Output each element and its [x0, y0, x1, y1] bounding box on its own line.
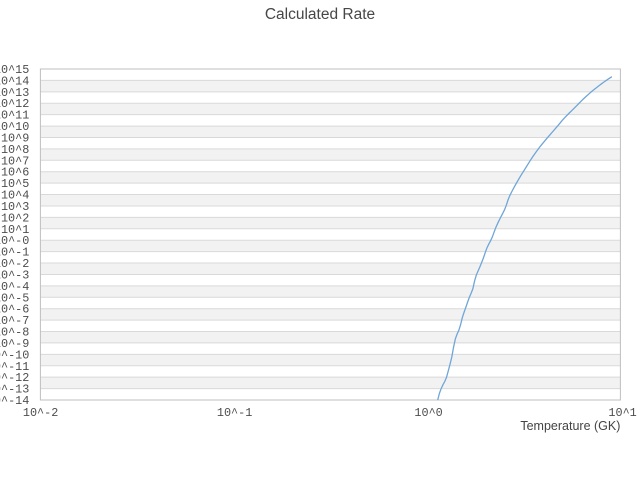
- svg-text:10^1: 10^1: [608, 406, 636, 420]
- svg-text:10^-2: 10^-2: [23, 406, 58, 420]
- svg-text:10^-1: 10^-1: [217, 406, 252, 420]
- svg-text:Temperature (GK): Temperature (GK): [520, 419, 620, 433]
- svg-text:10^0: 10^0: [414, 406, 442, 420]
